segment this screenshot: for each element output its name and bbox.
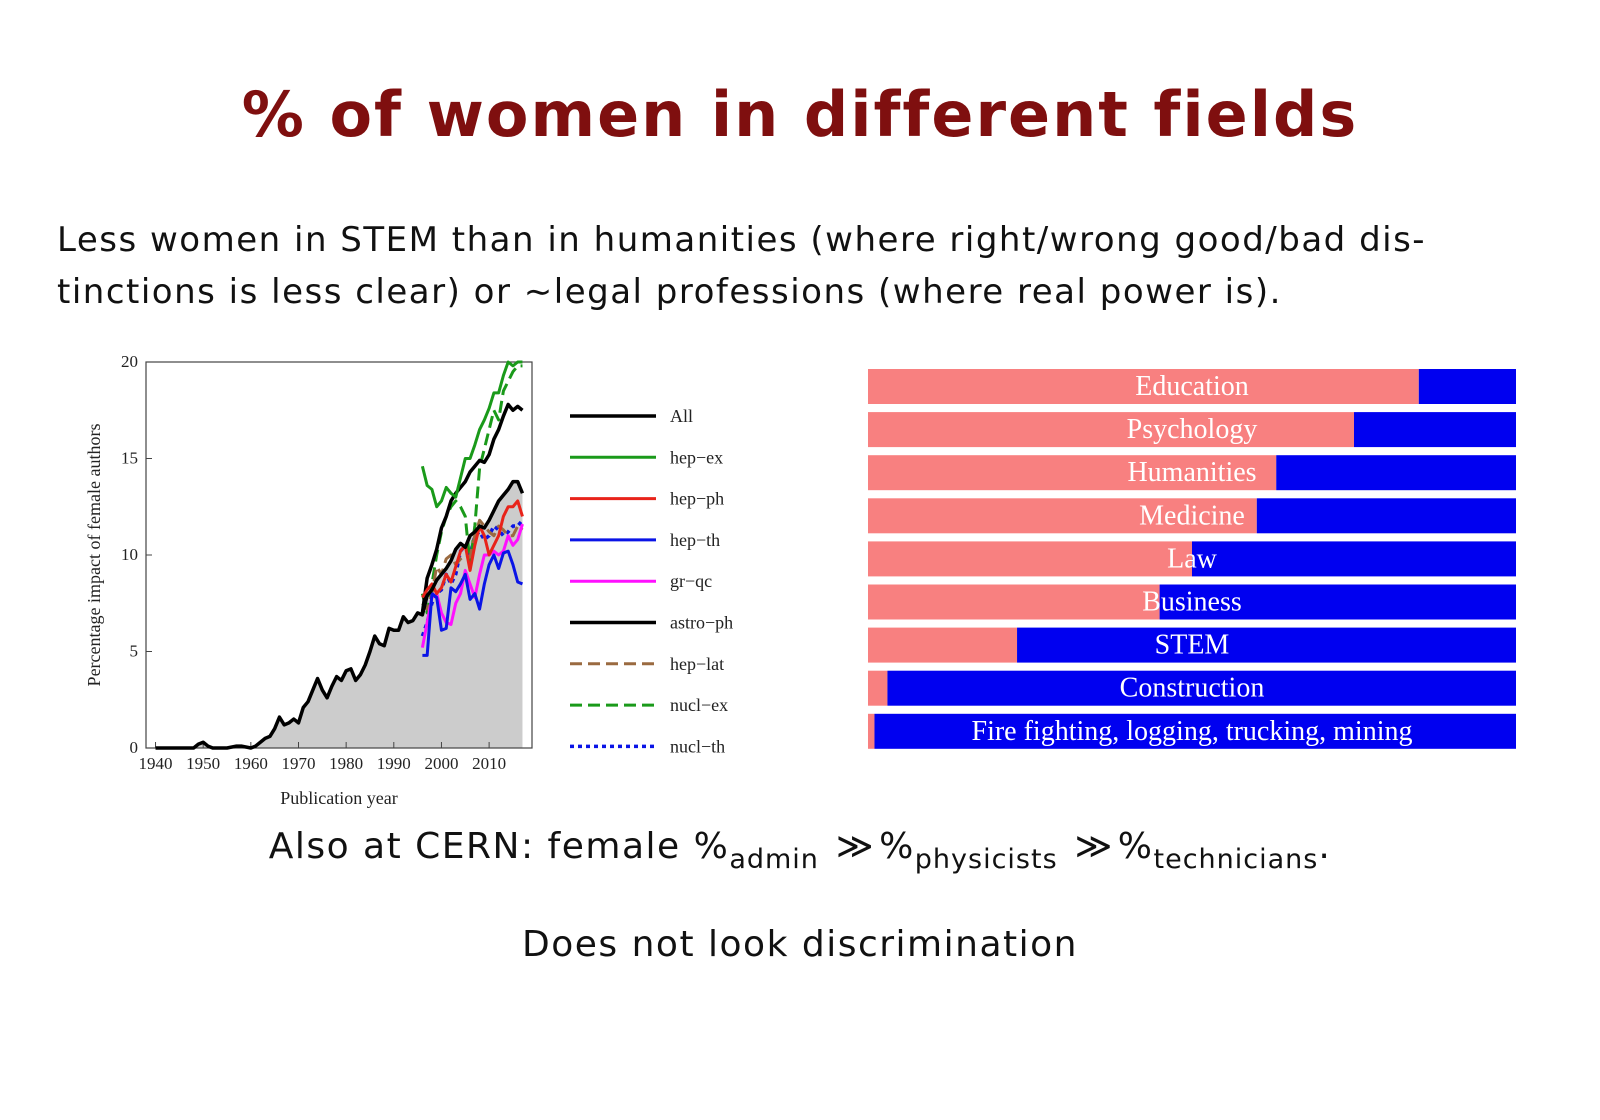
bar-segment-men <box>1418 369 1516 404</box>
bar-segment-men <box>1017 627 1516 663</box>
y-tick-label: 10 <box>121 545 138 564</box>
percent-sign-physicists: % <box>879 826 915 867</box>
legend-label: hep−lat <box>670 654 724 674</box>
legend-label: All <box>670 406 693 426</box>
series-line-hep−ex <box>420 360 523 509</box>
cern-sub-technicians: technicians <box>1153 844 1319 875</box>
conclusion-text: Does not look discrimination <box>522 924 1078 965</box>
x-tick-label: 1990 <box>377 754 411 773</box>
cern-sub-admin: admin <box>729 844 819 875</box>
bar-segment-women <box>868 498 1257 534</box>
bar-segment-women <box>868 455 1277 491</box>
y-tick-label: 20 <box>121 352 138 371</box>
x-tick-label: 1950 <box>186 754 220 773</box>
bar-segment-men <box>1354 412 1516 448</box>
y-tick-label: 15 <box>121 449 138 468</box>
bar-segment-women <box>868 369 1419 404</box>
series-line-hep−th <box>422 549 524 657</box>
area-fill-All <box>155 481 523 748</box>
much-greater-sign-2: ≫ <box>1074 826 1114 867</box>
bar-category-label: Law <box>1167 543 1218 574</box>
series-line-All <box>155 479 525 750</box>
intro-line-1: Less women in STEM than in humanities (w… <box>57 220 1427 260</box>
legend-label: gr−qc <box>670 571 712 591</box>
x-tick-label: 1980 <box>329 754 363 773</box>
line-chart: 1940 1950 1960 1970 1980 1990 2000 2010 0 5 10 15 20… <box>84 352 733 808</box>
bar-chart: Education Psychology Humanities Medicine Law… <box>868 369 1516 749</box>
bar-category-label: STEM <box>1155 630 1230 661</box>
much-greater-sign-1: ≫ <box>835 826 876 867</box>
intro-text: Less women in STEM than in humanities (w… <box>57 214 1557 318</box>
series-line-astro−ph <box>420 402 524 614</box>
bar-segment-women <box>868 584 1160 620</box>
legend-label: nucl−th <box>670 736 725 756</box>
legend-label: hep−ph <box>670 489 724 509</box>
intro-line-2: tinctions is less clear) or ∼legal profe… <box>57 272 1282 312</box>
bar-category-label: Education <box>1135 371 1249 402</box>
bar-category-label: Psychology <box>1127 414 1258 445</box>
bar-category-label: Fire fighting, logging, trucking, mining <box>972 716 1413 747</box>
series-line-hep−lat <box>421 518 524 611</box>
bar-segment-men <box>1159 584 1516 620</box>
bar-segment-men <box>1256 498 1516 534</box>
cern-prefix: Also at CERN: female % <box>268 826 730 867</box>
percent-sign-technicians: % <box>1117 826 1154 867</box>
cern-suffix: . <box>1318 826 1332 867</box>
bar-category-label: Business <box>1142 587 1242 618</box>
x-tick-label: 1960 <box>234 754 268 773</box>
cern-sub-physicists: physicists <box>914 844 1058 875</box>
bar-segment-women <box>868 713 875 749</box>
bar-category-label: Humanities <box>1127 457 1256 488</box>
bar-segment-women <box>868 670 888 706</box>
x-tick-label: 2000 <box>424 754 458 773</box>
x-axis-label: Publication year <box>280 788 397 808</box>
bar-segment-women <box>868 541 1192 577</box>
x-tick-label: 1940 <box>139 754 173 773</box>
y-tick-label: 5 <box>130 642 139 661</box>
x-tick-label: 1970 <box>281 754 315 773</box>
legend-label: astro−ph <box>670 613 733 633</box>
bar-segment-women <box>868 627 1018 663</box>
y-tick-label: 0 <box>130 738 139 757</box>
bar-segment-men <box>887 670 1516 706</box>
cern-statement: Also at CERN: female %admin ≫ %physicists… <box>0 826 1600 875</box>
bar-segment-women <box>868 412 1354 448</box>
bar-segment-men <box>1276 455 1516 491</box>
series-line-gr−qc <box>420 523 524 648</box>
x-tick-label: 2010 <box>472 754 506 773</box>
legend-label: nucl−ex <box>670 695 728 715</box>
bar-segment-men <box>874 713 1516 749</box>
series-line-hep−ph <box>421 499 524 599</box>
legend-label: hep−ex <box>670 447 723 467</box>
legend-label: hep−th <box>670 530 720 550</box>
slide-title: % of women in different fields <box>241 78 1359 151</box>
bar-category-label: Medicine <box>1139 500 1245 531</box>
y-axis-label: Percentage impact of female authors <box>84 424 104 687</box>
bar-category-label: Construction <box>1120 673 1265 704</box>
bar-segment-men <box>1192 541 1516 577</box>
